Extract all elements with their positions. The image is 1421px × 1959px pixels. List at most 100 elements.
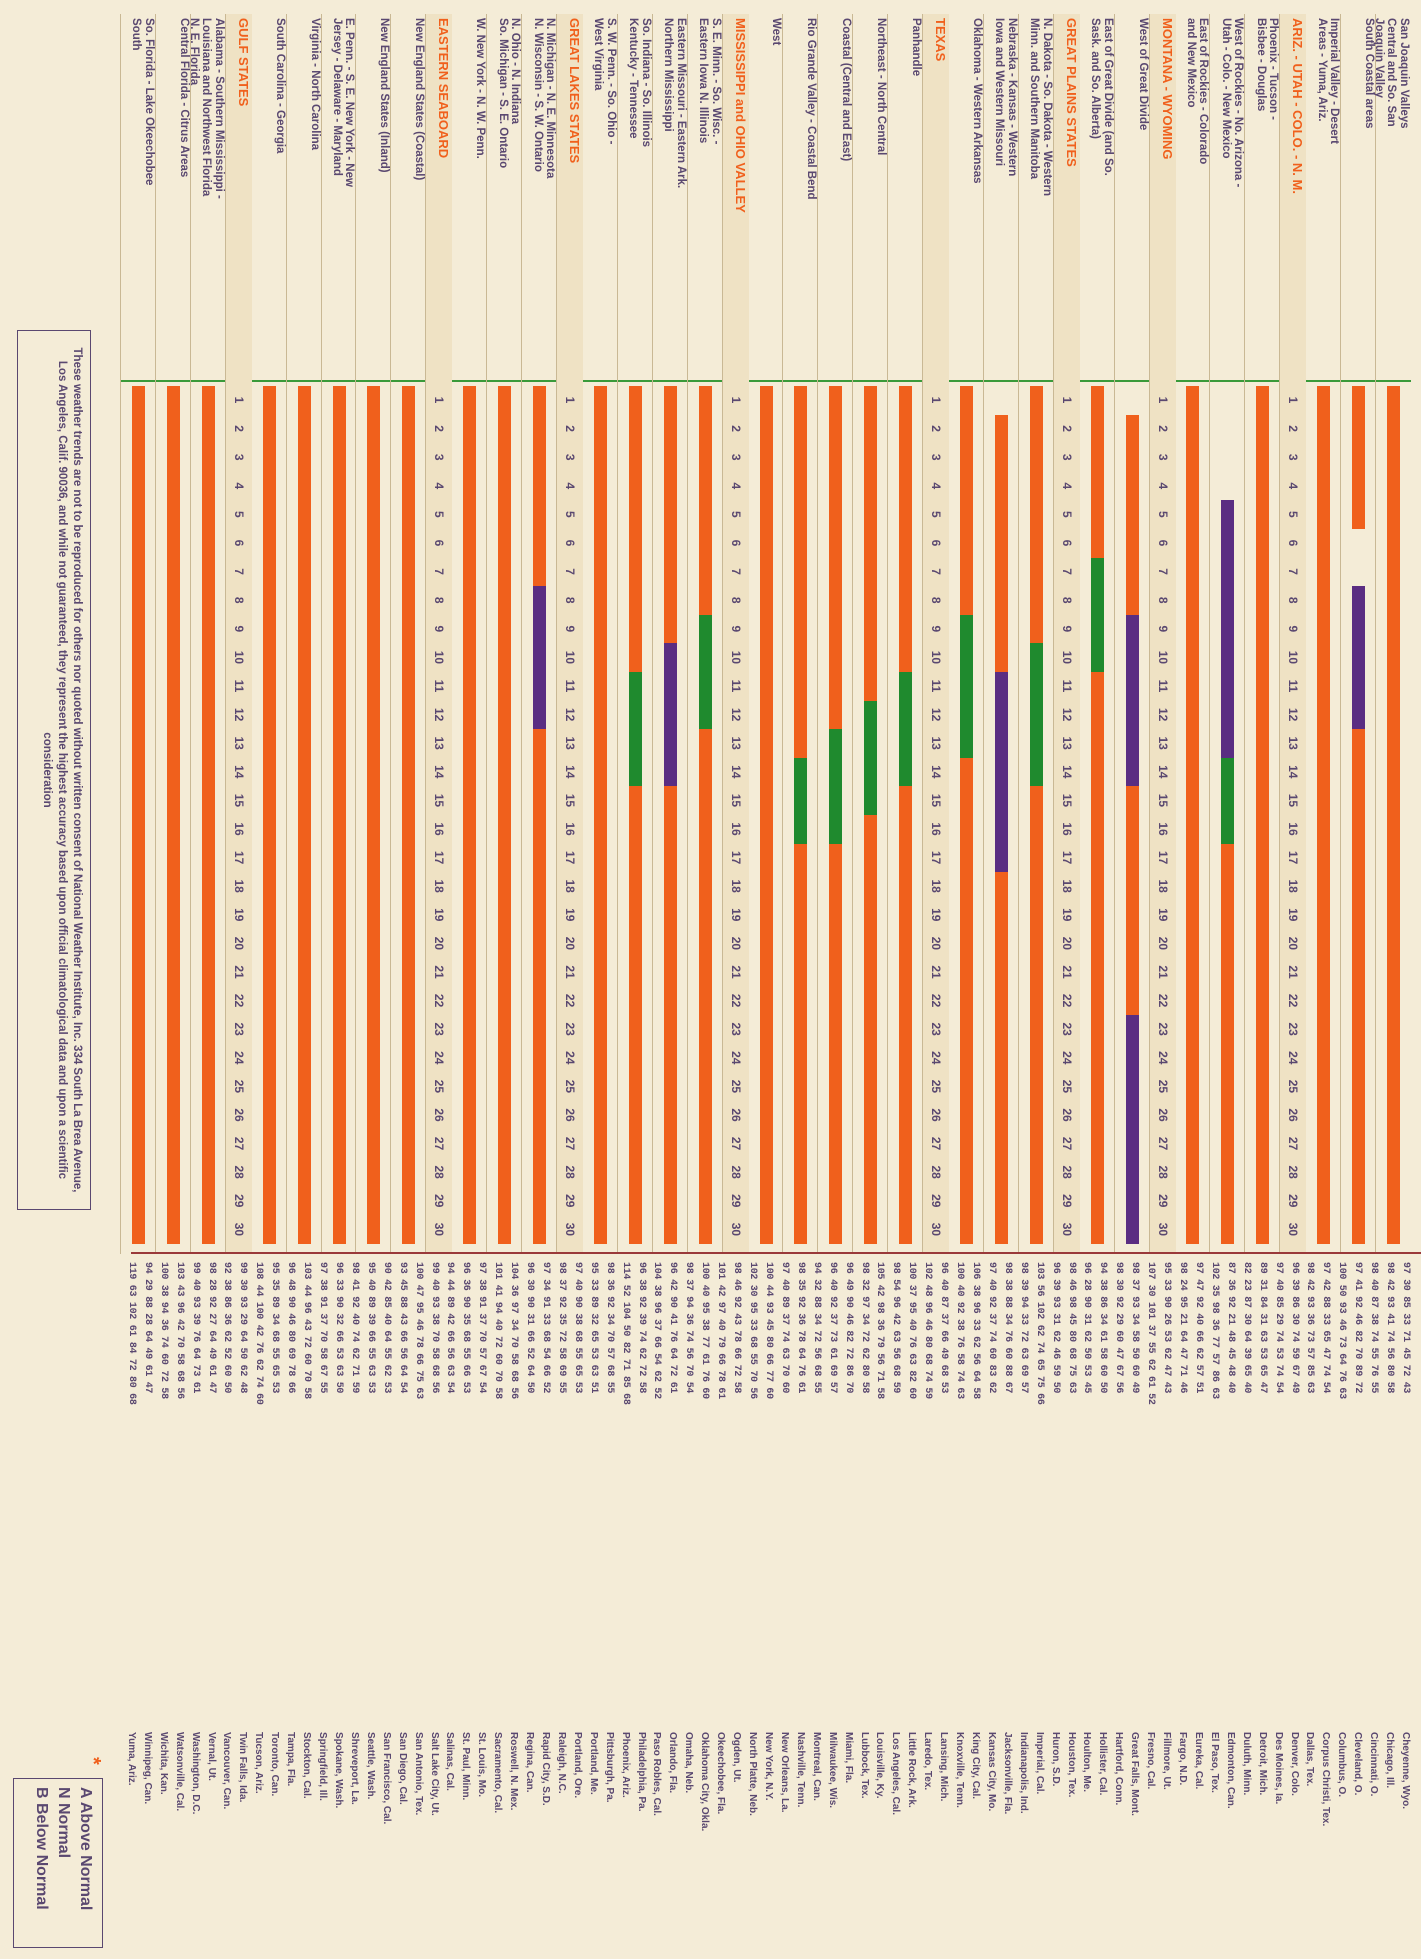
day-number: 20 [1286,936,1301,951]
day-number: 28 [1059,1165,1074,1179]
trend-bar-hot [166,386,180,1244]
day-number: 1 [1155,396,1170,404]
day-number: 26 [728,1108,743,1122]
region-label: New England States (Inland) [378,18,391,173]
region-label: S. E. Minn. - So. Wisc. - Eastern Iowa N… [697,18,722,145]
region-label: South Carolina - Georgia [273,18,286,154]
day-number: 15 [1155,793,1170,808]
station-name: Miami, Fla. [842,1732,854,1784]
station-temps: 96 40 92 37 73 61 69 57 [826,1262,838,1394]
day-number: 5 [728,511,743,518]
day-number: 14 [562,765,577,779]
day-number: 22 [1155,993,1170,1008]
station-temps: 96 40 87 37 66 49 68 53 [938,1262,950,1394]
station-name: Seattle, Wash. [364,1732,376,1800]
station-name: Lansing, Mich. [938,1732,950,1802]
trend-bar-hot [463,386,477,1244]
station-row: 98 35 92 36 78 64 76 61 Nashville, Tenn. [793,1262,806,1922]
day-number: 6 [432,539,447,547]
day-number: 20 [231,936,246,951]
station-temps: 96 30 90 31 66 52 64 50 [524,1262,536,1394]
station-name: Pittsburgh, Pa. [603,1732,615,1803]
day-number: 7 [231,568,246,575]
region-label: New England States (Coastal) [413,18,426,181]
station-temps: 100 47 95 46 78 66 75 63 [412,1262,424,1399]
station-name: Salinas, Cal. [444,1732,456,1791]
day-number: 6 [1286,539,1301,547]
region-header: GULF STATES 1 2 3 4 5 6 7 8 9 10 11 12 13 14 15 16 17 18 19… [224,14,252,1254]
day-number: 21 [432,965,447,979]
day-number: 11 [728,679,743,693]
day-number: 7 [562,568,577,575]
day-number: 3 [562,453,577,461]
day-number: 29 [1286,1194,1301,1208]
region-label: Central Florida - Citrus Areas [177,18,190,178]
station-temps: 101 42 97 40 79 66 78 61 [715,1262,727,1399]
region-row: N. Ohio - N. Indiana So. Michigan - S. E… [486,14,523,1254]
day-number: 21 [562,965,577,979]
region-row: Coastal (Central and East) [817,14,854,1254]
region-row: Nebraska - Kansas - Western Iowa and Wes… [983,14,1019,1254]
region-label: West of Rockies - No. Arizona - Utah - C… [1219,18,1245,188]
station-temps: 100 37 95 40 76 63 82 60 [906,1262,918,1399]
day-number: 24 [1286,1051,1301,1065]
trend-bar-hot [201,386,215,1244]
station-temps: 98 39 94 33 72 63 69 57 [1017,1262,1029,1394]
legend-above: A Above Normal [77,1787,94,1911]
day-number: 27 [1286,1136,1301,1151]
day-number: 28 [231,1165,246,1179]
day-number: 22 [728,993,743,1008]
region-row: N. Michigan - N. E. Minnesota N. Wiscons… [521,14,558,1254]
region-row: So. Indiana - So. Illinois Kentucky - Te… [616,14,653,1254]
station-row: 106 38 96 33 62 56 64 58 King City, Cal. [968,1262,981,1922]
region-row: N. Dakota - So. Dakota - Western Minn. a… [1017,14,1054,1254]
station-temps: 98 42 93 36 73 57 85 63 [1304,1262,1316,1394]
day-number: 23 [432,1022,447,1036]
region-row: East of Rockies - Colorado and New Mexic… [1174,14,1211,1254]
region-row: Rio Grande Valley - Coastal Bend [782,14,819,1254]
day-number: 17 [1155,850,1170,865]
region-row: San Joaquin Valleys Central and So. San … [1373,14,1411,1254]
day-number: 1 [231,396,246,404]
region-header: GREAT PLAINS STATES 1 2 3 4 5 6 7 8 9 10 11 12 13 14 15… [1052,14,1080,1254]
day-number: 3 [1286,453,1301,461]
trend-bar-wet [1090,557,1104,672]
day-number: 8 [1155,596,1170,604]
station-temps: 105 42 98 36 79 56 71 58 [874,1262,886,1399]
station-name: Laredo, Tex. [922,1732,934,1791]
day-number: 20 [1059,936,1074,951]
day-number: 23 [728,1022,743,1036]
day-number: 4 [432,482,447,490]
station-temps: 96 48 90 46 80 69 78 66 [285,1262,297,1394]
station-row: 96 40 92 37 73 61 69 57 Milwaukee, Wis. [825,1262,838,1922]
day-number: 18 [1286,879,1301,893]
station-row: 100 38 94 36 74 60 72 58 Wichita, Kan. [156,1262,169,1922]
day-number: 12 [929,707,944,722]
station-temps: 102 48 96 46 80 68 74 59 [922,1262,934,1399]
day-number: 28 [1286,1165,1301,1179]
day-number: 12 [562,707,577,722]
station-row: 100 44 93 45 80 66 77 60 New York, N.Y. [761,1262,774,1922]
region-row: Virginia - North Carolina [285,14,322,1254]
station-temps: 103 56 102 62 74 65 75 66 [1033,1262,1045,1405]
day-number: 14 [1059,765,1074,779]
region-header-label: MONTANA - WYOMING [1160,18,1173,160]
station-row: 98 30 92 29 60 47 67 56 Hartford, Conn. [1111,1262,1124,1922]
station-row: 98 28 92 27 64 49 61 47 Vernal, Ut. [204,1262,217,1922]
region-row: Alabama - Southern Mississippi - Louisia… [188,14,226,1254]
day-number: 30 [728,1222,743,1237]
day-number: 5 [231,511,246,518]
chart-end-line [131,1252,1421,1254]
trend-bar-hot [663,386,677,644]
trend-bar-hot [995,872,1009,1244]
trend-bar-hot [864,815,878,1244]
station-row: 94 44 89 42 66 56 63 54 Salinas, Cal. [442,1262,455,1922]
day-number: 24 [1155,1051,1170,1065]
trend-bar-hot [995,414,1009,672]
day-number: 28 [728,1165,743,1179]
station-row: 97 42 88 33 65 47 74 54 Corpus Christi, T… [1318,1262,1331,1922]
station-name: Twin Falls, Ida. [237,1732,249,1803]
day-number: 27 [432,1136,447,1151]
station-row: 94 38 86 34 61 58 60 50 Hollister, Cal. [1095,1262,1108,1922]
day-number: 9 [1155,625,1170,633]
